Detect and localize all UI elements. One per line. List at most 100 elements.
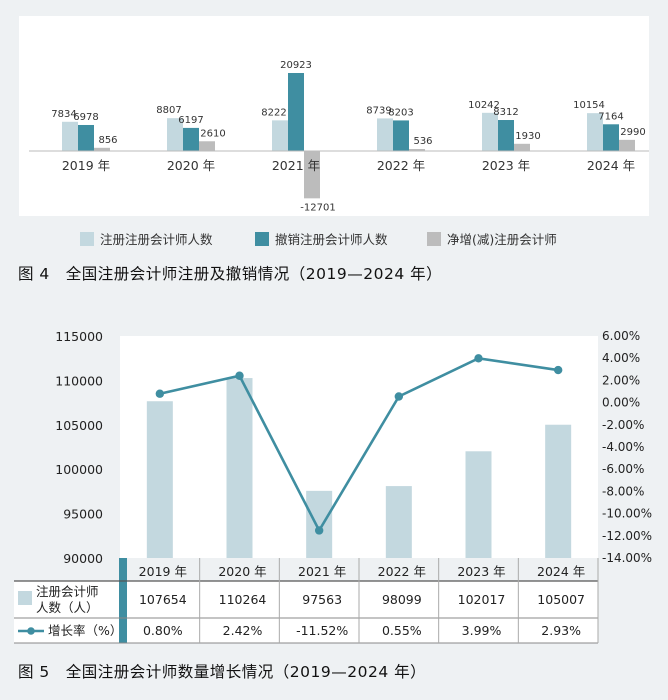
left-tick-4: 95000 [63,507,103,522]
x-category-2: 2021 年 [298,564,346,579]
bar-0-5 [587,113,603,151]
figure4-legend-svg: 注册注册会计师人数 撤销注册会计师人数 净增(减)注册会计师 [80,232,557,247]
bar-0-3 [377,118,393,151]
bar-label-1-3: 8203 [388,107,413,118]
count-value-0: 107654 [139,592,187,607]
legend-label-1: 撤销注册会计师人数 [275,232,388,247]
legend-label-2: 净增(减)注册会计师 [447,232,557,247]
bar-label-0-1: 8807 [156,105,181,116]
right-tick-3: 0.00% [602,396,640,410]
growth-rate-line [159,356,559,534]
bar-0-0 [62,121,78,151]
figure5-svg: 115000 110000 105000 100000 95000 90000 6.00% 4… [14,329,652,644]
rate-value-4: 3.99% [462,623,502,638]
count-value-4: 102017 [458,592,506,607]
legend-swatch-0 [80,232,94,246]
bar-label-1-2: 20923 [280,60,312,71]
bar-label-1-4: 8312 [493,107,518,118]
row-legend-bar-swatch [18,591,32,605]
x-category-3: 2022 年 [378,564,426,579]
bar-label-2-5: 2990 [620,127,645,138]
legend-swatch-2 [427,232,441,246]
category-label-5: 2024 年 [587,158,635,173]
category-label-0: 2019 年 [62,158,110,173]
right-tick-9: -12.00% [602,529,652,543]
figure4-caption: 图 4 全国注册会计师注册及撤销情况（2019—2024 年） [18,265,443,283]
bar-label-0-3: 8739 [366,105,391,116]
x-category-1: 2020 年 [218,564,266,579]
count-value-5: 105007 [537,592,585,607]
legend-swatch-1 [255,232,269,246]
bar-1-1 [183,127,199,151]
right-tick-8: -10.00% [602,507,652,521]
x-category-4: 2023 年 [457,564,505,579]
bar-label-2-2: -12701 [300,202,335,213]
bar-0-2 [272,120,288,151]
right-tick-10: -14.00% [602,551,652,565]
bar-1-3 [393,120,409,151]
bar-label-2-1: 2610 [200,128,225,139]
right-tick-1: 4.00% [602,351,640,365]
count-bar-0 [146,401,173,558]
right-tick-4: -2.00% [602,418,644,432]
row-legend-dot [27,627,35,635]
left-tick-1: 110000 [55,373,103,388]
rate-value-3: 0.55% [382,623,422,638]
left-tick-5: 90000 [63,551,103,566]
bar-label-1-5: 7164 [598,111,623,122]
growth-rate-point-4 [474,354,483,363]
figure4-legend: 注册注册会计师人数 撤销注册会计师人数 净增(减)注册会计师 [80,228,650,250]
count-value-3: 98099 [382,592,422,607]
table-accent-bar [119,558,127,643]
rate-value-2: -11.52% [296,623,348,638]
left-tick-3: 100000 [55,462,103,477]
bar-2-4 [514,143,530,151]
bar-label-0-2: 8222 [261,107,286,118]
rate-value-5: 2.93% [541,623,581,638]
left-tick-0: 115000 [55,329,103,344]
bar-label-0-5: 10154 [573,100,605,111]
bar-1-4 [498,120,514,151]
growth-rate-point-1 [235,371,244,380]
figure5-chart: 115000 110000 105000 100000 95000 90000 6.00% 4… [0,318,668,648]
category-label-2: 2021 年 [272,158,320,173]
bar-label-1-0: 6978 [73,112,98,123]
category-label-4: 2023 年 [482,158,530,173]
rate-value-0: 0.80% [143,623,183,638]
row-label-count-line2: 人数（人） [36,600,99,615]
count-bar-2 [306,490,333,558]
bar-2-2 [304,151,320,199]
bar-0-1 [167,118,183,151]
growth-rate-point-0 [155,389,165,398]
right-tick-0: 6.00% [602,329,640,343]
bar-2-5 [619,139,635,151]
bar-label-1-1: 6197 [178,115,203,126]
bar-2-1 [199,141,215,151]
right-tick-5: -4.00% [602,440,644,454]
bar-label-0-4: 10242 [468,100,500,111]
legend-label-0: 注册注册会计师人数 [100,232,213,247]
right-tick-6: -6.00% [602,462,644,476]
count-bar-4 [465,451,492,558]
bar-1-5 [603,124,619,151]
count-value-2: 97563 [302,592,342,607]
bar-1-2 [288,73,304,151]
x-category-5: 2024 年 [537,564,585,579]
plot-area [120,336,598,558]
count-value-1: 110264 [219,592,267,607]
bar-2-0 [94,147,110,151]
bar-label-0-0: 7834 [51,109,76,120]
figure5-caption: 图 5 全国注册会计师数量增长情况（2019—2024 年） [18,663,427,681]
bar-label-2-3: 536 [413,136,432,147]
row-label-count-line1: 注册会计师 [36,584,99,599]
left-tick-2: 105000 [55,418,103,433]
rate-value-1: 2.42% [223,623,263,638]
row-label-rate: 增长率（%） [48,623,122,638]
bar-0-4 [482,112,498,151]
figure4-chart: 7834 6978 856 2019 年 8807 6197 2610 2020 年 8222 2… [19,16,659,216]
bar-2-3 [409,149,425,151]
count-bar-3 [385,486,412,558]
category-label-3: 2022 年 [377,158,425,173]
growth-rate-point-2 [314,526,324,535]
